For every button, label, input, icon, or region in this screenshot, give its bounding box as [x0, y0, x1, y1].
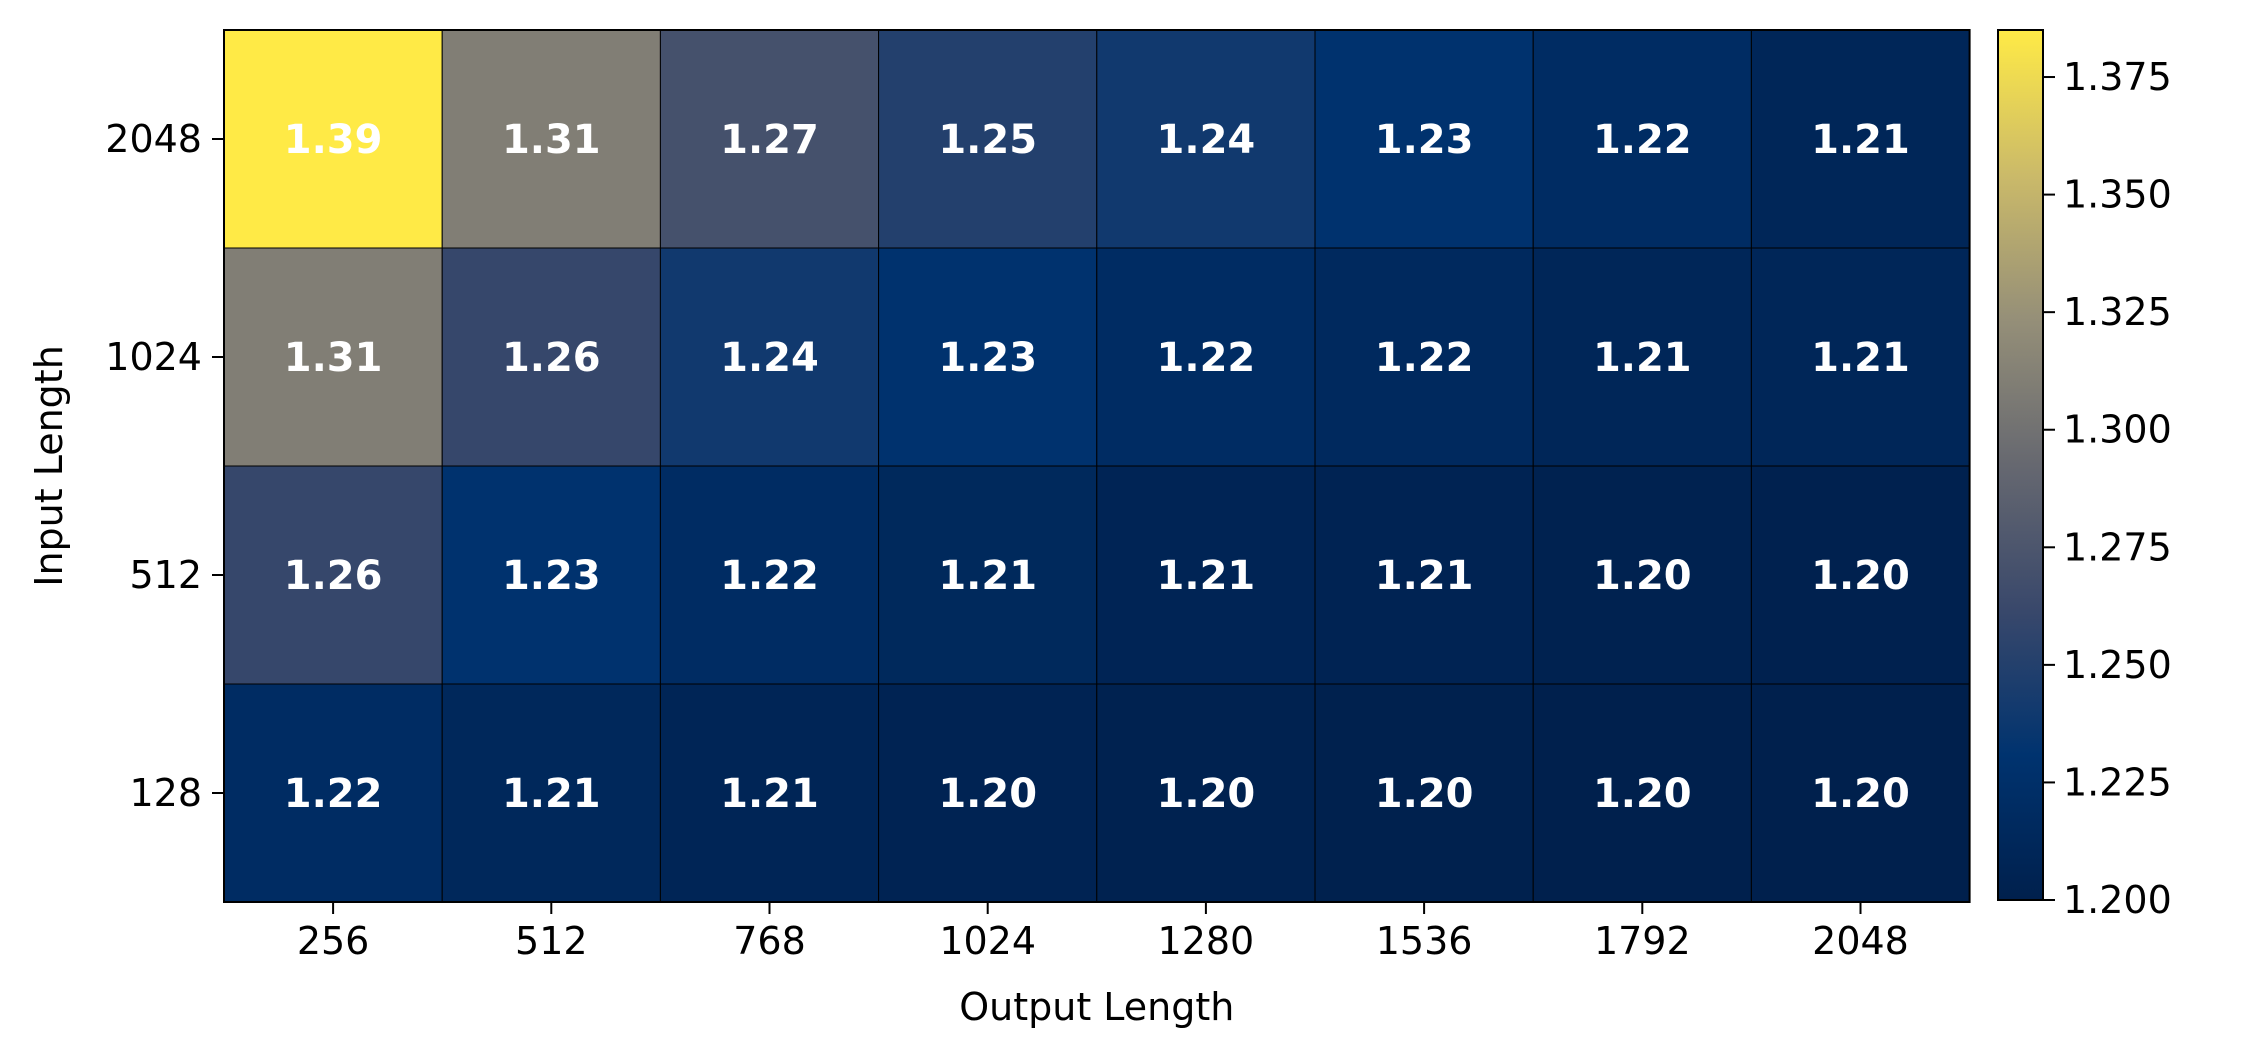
cell-value-label: 1.23 — [938, 335, 1037, 381]
cell-value-label: 1.27 — [720, 117, 819, 163]
x-tick-label: 1024 — [939, 919, 1036, 963]
y-axis: 2048 1024 512 128 — [105, 117, 224, 815]
colorbar-tick-label: 1.325 — [2063, 290, 2172, 334]
cell-value-label: 1.24 — [1157, 117, 1256, 163]
heatmap-cell — [1314, 29, 1534, 249]
heatmap-cell — [1532, 29, 1752, 249]
x-axis: 256 512 768 1024 1280 1536 1792 2048 — [297, 902, 1909, 963]
cell-value-label: 1.26 — [284, 553, 383, 599]
colorbar-tick-label: 1.300 — [2063, 408, 2172, 452]
heatmap-cell — [1532, 465, 1752, 685]
cell-value-label: 1.21 — [1593, 335, 1692, 381]
cell-value-label: 1.20 — [1157, 771, 1256, 817]
colorbar-axis: 1.200 1.225 1.250 1.275 1.300 1.325 1.350 1.375 — [2043, 55, 2172, 922]
y-axis-title: Input Length — [27, 345, 71, 587]
heatmap-cell — [1532, 683, 1752, 903]
heatmap-cell — [659, 465, 880, 685]
x-tick-label: 1536 — [1376, 919, 1473, 963]
plot-frame — [223, 29, 1971, 903]
heatmap-cell — [1314, 247, 1534, 467]
y-tick-label: 1024 — [105, 335, 202, 379]
cell-value-label: 1.23 — [502, 553, 601, 599]
colorbar — [1997, 29, 2044, 901]
heatmap-cell — [223, 29, 443, 249]
cell-value-label: 1.24 — [720, 335, 819, 381]
heatmap-cells: 1.39 1.31 1.27 1.25 1.24 1.23 1.22 1.21 1.31 1.26… — [223, 29, 1971, 903]
x-tick-label: 256 — [297, 919, 370, 963]
cell-value-label: 1.22 — [1593, 117, 1692, 163]
x-tick-label: 768 — [733, 919, 806, 963]
y-tick-label: 2048 — [105, 117, 202, 161]
cell-value-label: 1.21 — [720, 771, 819, 817]
x-tick-label: 512 — [515, 919, 588, 963]
heatmap-cell — [441, 247, 661, 467]
cell-value-label: 1.20 — [938, 771, 1037, 817]
colorbar-tick-label: 1.225 — [2063, 760, 2172, 804]
cell-value-label: 1.20 — [1593, 553, 1692, 599]
cell-value-label: 1.20 — [1811, 553, 1910, 599]
cell-value-label: 1.20 — [1593, 771, 1692, 817]
colorbar-tick-label: 1.275 — [2063, 525, 2172, 569]
heatmap-cell — [1096, 29, 1316, 249]
cell-value-label: 1.21 — [502, 771, 601, 817]
heatmap-cell — [1532, 247, 1752, 467]
cell-value-label: 1.21 — [1375, 553, 1474, 599]
heatmap-cell — [1096, 683, 1316, 903]
cell-value-label: 1.22 — [1157, 335, 1256, 381]
cell-value-label: 1.25 — [938, 117, 1037, 163]
cell-value-label: 1.21 — [1811, 117, 1910, 163]
cell-value-label: 1.31 — [284, 335, 383, 381]
heatmap-cell — [1750, 29, 1971, 249]
x-tick-label: 2048 — [1812, 919, 1909, 963]
colorbar-tick-label: 1.375 — [2063, 55, 2172, 99]
y-tick-label: 512 — [129, 553, 202, 597]
y-tick-label: 128 — [129, 771, 202, 815]
cell-value-label: 1.20 — [1811, 771, 1910, 817]
cell-value-label: 1.21 — [1157, 553, 1256, 599]
heatmap-cell — [1096, 465, 1316, 685]
colorbar-tick-label: 1.250 — [2063, 643, 2172, 687]
cell-value-label: 1.22 — [284, 771, 383, 817]
cell-value-label: 1.21 — [1811, 335, 1910, 381]
heatmap-cell — [878, 29, 1098, 249]
cell-value-label: 1.21 — [938, 553, 1037, 599]
heatmap-cell — [441, 683, 661, 903]
colorbar-tick-label: 1.200 — [2063, 878, 2172, 922]
heatmap-cell — [1750, 247, 1971, 467]
heatmap-cell — [659, 683, 880, 903]
heatmap-cell — [1096, 247, 1316, 467]
cell-value-label: 1.22 — [720, 553, 819, 599]
heatmap-cell — [223, 683, 443, 903]
heatmap-cell — [878, 683, 1098, 903]
heatmap-cell — [1314, 465, 1534, 685]
cell-value-label: 1.20 — [1375, 771, 1474, 817]
cell-value-label: 1.31 — [502, 117, 601, 163]
heatmap-cell — [441, 465, 661, 685]
cell-value-label: 1.23 — [1375, 117, 1474, 163]
heatmap-cell — [878, 465, 1098, 685]
x-tick-label: 1280 — [1158, 919, 1255, 963]
cell-value-label: 1.22 — [1375, 335, 1474, 381]
cell-value-label: 1.26 — [502, 335, 601, 381]
x-tick-label: 1792 — [1594, 919, 1691, 963]
heatmap-cell — [441, 29, 661, 249]
heatmap-cell — [878, 247, 1098, 467]
heatmap-cell — [223, 465, 443, 685]
cell-value-label: 1.39 — [284, 117, 383, 163]
colorbar-tick-label: 1.350 — [2063, 173, 2172, 217]
x-axis-title: Output Length — [959, 985, 1234, 1029]
